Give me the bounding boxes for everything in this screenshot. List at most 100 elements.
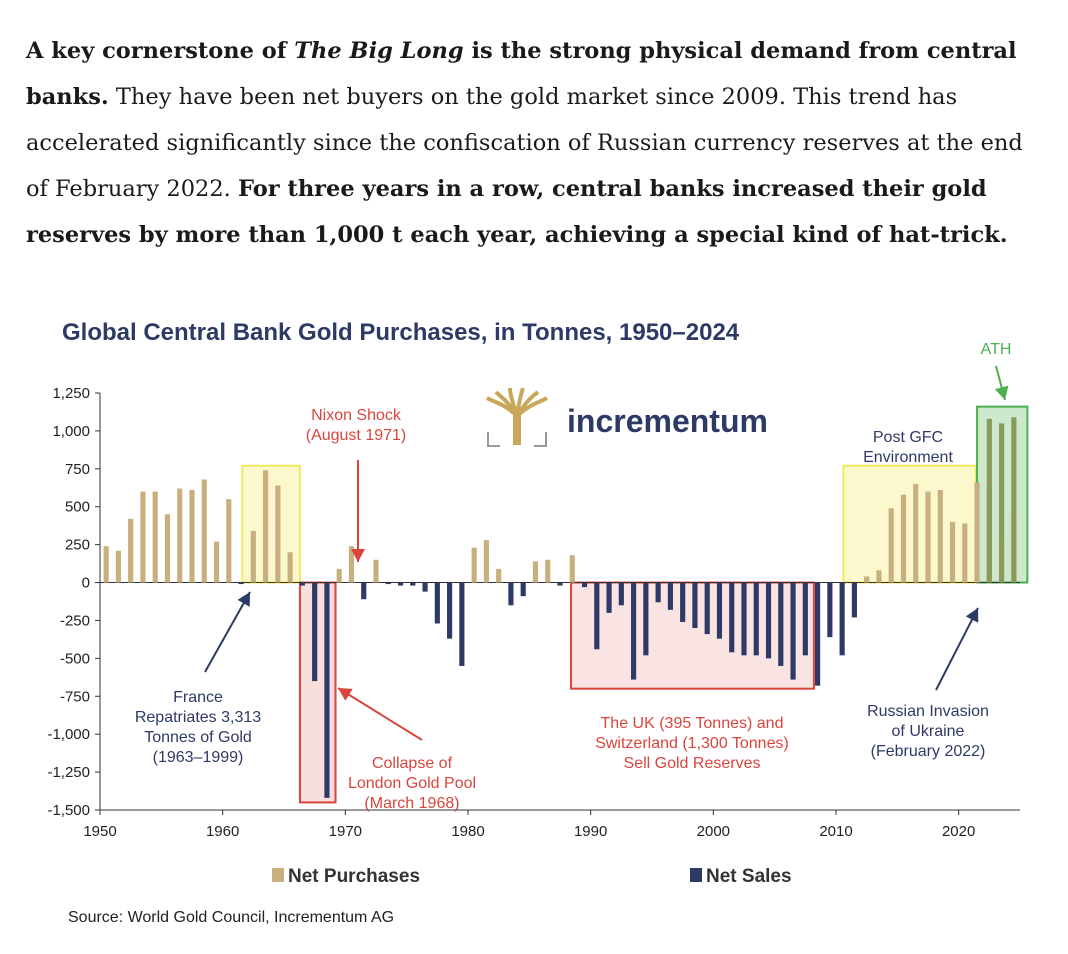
arrow-nixon-shock (351, 460, 365, 562)
arrow-london-pool (337, 687, 423, 741)
legend-label: Net Sales (706, 866, 792, 887)
annotation-uk-switzerland: The UK (395 Tonnes) and Switzerland (1,30… (595, 715, 789, 772)
bar-net-purchase (128, 518, 134, 583)
annotation-london-pool-line: Collapse of (372, 755, 453, 772)
bar-net-purchase (348, 546, 355, 583)
arrow-france (204, 591, 251, 673)
annotation-france: France Repatriates 3,313 Tonnes of Gold (19… (135, 689, 261, 766)
intro-paragraph: A key cornerstone of The Big Long is the… (26, 28, 1046, 258)
chart-title: Global Central Bank Gold Purchases, in T… (62, 319, 740, 346)
bar-net-purchase (115, 550, 121, 583)
annotation-london-pool: Collapse of London Gold Pool (March 1968) (348, 755, 476, 812)
arrow-russia-ukraine (935, 607, 979, 691)
bar-net-sale (851, 582, 857, 618)
bar-net-sale (422, 582, 428, 592)
bar-net-purchase (213, 541, 220, 583)
y-tick-label: -750 (60, 688, 90, 705)
annotation-russia-ukraine-line: Russian Invasion (867, 703, 989, 720)
bar-net-sale (434, 582, 440, 624)
bar-net-purchase (226, 499, 232, 583)
bar-net-sale (410, 582, 416, 586)
bar-net-sale (827, 582, 833, 638)
y-tick-label: -1,500 (47, 802, 90, 819)
bar-net-purchase (900, 494, 907, 583)
bar-net-sale (667, 582, 673, 610)
bar-net-purchase (103, 546, 109, 583)
bar-net-purchase (177, 488, 183, 583)
bar-net-purchase (263, 470, 269, 583)
annotation-uk-switzerland-line: The UK (395 Tonnes) and (601, 715, 784, 732)
bar-net-sale (741, 582, 747, 656)
bar-net-purchase (876, 570, 882, 583)
annotation-nixon-shock: Nixon Shock (August 1971) (306, 407, 407, 444)
arrow-london-pool-head (338, 688, 353, 701)
bar-net-purchase (864, 576, 870, 583)
bar-net-sale (312, 582, 318, 682)
bar-net-sale (618, 582, 624, 606)
y-tick-label: 250 (65, 537, 90, 554)
bar-net-purchase (913, 483, 919, 583)
annotation-uk-switzerland-line: Sell Gold Reserves (624, 755, 761, 772)
highlight-box-london-pool (298, 581, 337, 804)
bar-net-sale (581, 582, 588, 588)
bar-net-sale (631, 582, 637, 680)
legend-item-net-sales: Net Sales (690, 866, 792, 887)
bar-net-sale (520, 582, 526, 597)
legend-swatch (690, 868, 702, 882)
bar-net-purchase (888, 508, 894, 583)
bar-net-sale (815, 582, 821, 686)
bar-ath (1011, 417, 1017, 583)
bar-net-sale (361, 582, 367, 600)
y-tick-label: 500 (65, 499, 90, 516)
bar-net-purchase (937, 490, 943, 583)
bar-net-purchase (140, 491, 146, 583)
bar-net-sale (765, 582, 772, 659)
tree-icon (486, 387, 548, 447)
bar-net-purchase (471, 547, 477, 583)
bar-net-purchase (532, 561, 539, 583)
x-tick-label: 1980 (451, 823, 484, 840)
bar-net-sale (459, 582, 465, 666)
bar-net-purchase (545, 559, 551, 583)
legend-label: Net Purchases (288, 866, 420, 887)
annotation-post-gfc: Post GFC Environment (863, 429, 953, 466)
arrow-france-head (237, 592, 250, 607)
arrow-ath (994, 365, 1009, 401)
annotation-russia-ukraine-line: (February 2022) (871, 743, 986, 760)
highlight-box-post-gfc (842, 464, 977, 584)
bar-net-sale (594, 582, 600, 650)
x-tick-label: 2000 (697, 823, 730, 840)
bar-net-purchase (373, 559, 379, 583)
intro-bold-lead: A key cornerstone of The Big Long is the… (26, 38, 1017, 110)
annotation-uk-switzerland-line: Switzerland (1,300 Tonnes) (595, 735, 789, 752)
intro-bold-pre: A key cornerstone of (26, 38, 295, 64)
highlight-box-france (241, 464, 301, 584)
annotation-ath-line: ATH (981, 341, 1012, 358)
bar-net-sale (704, 582, 710, 635)
x-tick-label: 2020 (942, 823, 975, 840)
bar-net-purchase (496, 568, 502, 583)
arrow-russia-ukraine-shaft (935, 607, 979, 691)
annotation-post-gfc-line: Environment (863, 449, 953, 466)
bar-net-purchase (336, 568, 342, 583)
y-tick-label: 750 (65, 461, 90, 478)
bar-net-sale (655, 582, 661, 603)
annotation-nixon-shock-line: Nixon Shock (311, 407, 402, 424)
y-tick-label: -500 (60, 650, 90, 667)
annotation-france-line: France (173, 689, 223, 706)
bar-net-sale (508, 582, 514, 606)
bar-ath (986, 418, 992, 583)
intro-bold-post: is the strong physical demand from centr… (26, 38, 1017, 110)
x-tick-label: 2010 (819, 823, 852, 840)
bar-net-purchase (287, 552, 293, 583)
bar-net-sale (839, 582, 845, 656)
x-tick-label: 1960 (206, 823, 239, 840)
bar-net-sale (299, 582, 305, 586)
bar-net-sale (606, 582, 612, 613)
bar-net-sale (692, 582, 698, 629)
bar-net-purchase (962, 523, 968, 583)
bar-net-purchase (189, 490, 195, 583)
annotation-france-line: Tonnes of Gold (144, 729, 252, 746)
y-tick-label: -1,000 (47, 726, 90, 743)
